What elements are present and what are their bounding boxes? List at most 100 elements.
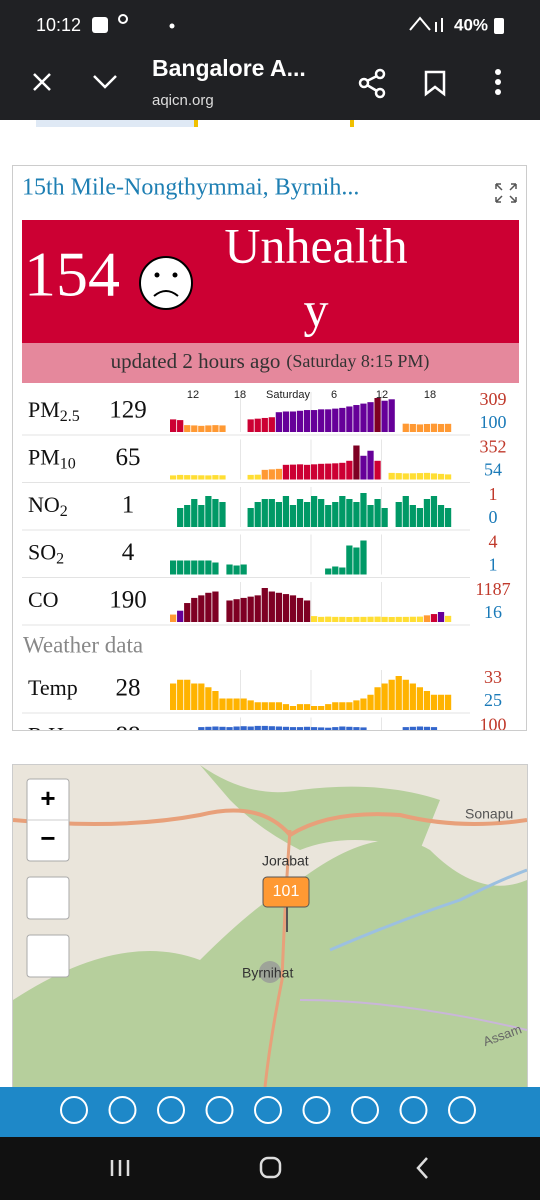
history-bar bbox=[303, 502, 311, 527]
close-button[interactable] bbox=[33, 73, 51, 91]
row-value: 190 bbox=[109, 587, 147, 614]
history-bar bbox=[430, 694, 438, 710]
toolbar-icon[interactable] bbox=[351, 1096, 379, 1124]
history-bar bbox=[184, 603, 191, 622]
row-name: NO bbox=[28, 492, 60, 517]
history-bar bbox=[205, 726, 212, 730]
toolbar-icon[interactable] bbox=[205, 1096, 234, 1124]
history-bar bbox=[416, 473, 423, 480]
history-bar bbox=[325, 463, 332, 480]
map-marker[interactable] bbox=[262, 876, 310, 908]
toolbar-icon[interactable] bbox=[60, 1096, 88, 1124]
history-bar bbox=[318, 409, 325, 432]
history-bar bbox=[296, 410, 304, 432]
history-bar bbox=[254, 595, 261, 622]
history-bar bbox=[268, 469, 275, 480]
row-subscript: 2 bbox=[60, 503, 68, 520]
history-bar bbox=[311, 464, 318, 480]
history-bar bbox=[388, 399, 395, 432]
history-bar bbox=[402, 679, 409, 710]
collapse-button[interactable] bbox=[93, 75, 117, 89]
history-bar bbox=[339, 462, 346, 480]
map[interactable]: Sonapu Jorabat Byrnihat Assam 101 + − bbox=[13, 765, 527, 1087]
row-max: 1 bbox=[489, 484, 498, 504]
history-bar bbox=[191, 560, 198, 575]
history-bar bbox=[205, 592, 212, 622]
history-bar bbox=[226, 600, 233, 622]
history-bar bbox=[212, 691, 219, 710]
history-bar bbox=[219, 425, 226, 432]
history-bar bbox=[332, 463, 339, 480]
history-bar bbox=[388, 472, 395, 480]
map-place: Sonapu bbox=[465, 806, 513, 822]
row-max: 100 bbox=[480, 715, 507, 735]
fullscreen-button[interactable] bbox=[26, 876, 70, 920]
toolbar-icon[interactable] bbox=[302, 1096, 331, 1124]
layers-button[interactable] bbox=[26, 934, 70, 978]
history-bar bbox=[402, 473, 409, 480]
history-bar bbox=[346, 406, 353, 432]
row-min: 0 bbox=[489, 507, 498, 527]
history-bar bbox=[381, 508, 388, 527]
menu-button[interactable] bbox=[495, 69, 501, 95]
history-bar bbox=[430, 496, 438, 527]
history-bar bbox=[177, 420, 184, 432]
history-bar bbox=[353, 727, 360, 730]
toolbar-icon[interactable] bbox=[108, 1096, 137, 1124]
history-bar bbox=[395, 676, 402, 710]
history-bar bbox=[332, 502, 339, 527]
history-bar bbox=[296, 597, 304, 622]
row-max: 4 bbox=[489, 532, 498, 552]
history-bar bbox=[205, 496, 212, 527]
history-bar bbox=[282, 464, 290, 480]
map-station-dot[interactable] bbox=[259, 961, 281, 983]
map-border bbox=[299, 999, 527, 1031]
history-bar bbox=[332, 727, 339, 730]
history-bar bbox=[303, 600, 311, 622]
row-subscript: 2 bbox=[56, 550, 64, 567]
row-min: 54 bbox=[484, 460, 502, 480]
history-bar bbox=[261, 702, 268, 710]
history-bar bbox=[247, 700, 254, 710]
expand-icon[interactable] bbox=[495, 183, 517, 203]
toolbar-icon[interactable] bbox=[157, 1096, 185, 1124]
history-bar bbox=[240, 564, 247, 575]
map-place: Byrnihat bbox=[242, 965, 293, 981]
history-bar bbox=[212, 475, 219, 480]
toolbar-icon[interactable] bbox=[399, 1096, 428, 1124]
history-bar bbox=[177, 679, 184, 710]
history-bar bbox=[430, 473, 438, 480]
bookmark-button[interactable] bbox=[424, 70, 446, 97]
back-button[interactable] bbox=[416, 1157, 428, 1179]
history-bar bbox=[346, 460, 353, 480]
history-bar bbox=[268, 591, 275, 622]
share-button[interactable] bbox=[358, 68, 386, 99]
history-bar bbox=[339, 496, 346, 527]
history-bar bbox=[226, 727, 233, 730]
history-bar bbox=[339, 616, 346, 622]
zoom-in[interactable]: + bbox=[40, 783, 55, 813]
history-bar bbox=[233, 599, 240, 622]
battery-level: 40% bbox=[454, 15, 488, 34]
history-bar bbox=[198, 475, 205, 480]
history-bar bbox=[240, 726, 247, 730]
row-label: Temp bbox=[28, 675, 78, 700]
toolbar-icon[interactable] bbox=[448, 1096, 476, 1124]
recents-button[interactable] bbox=[110, 1160, 130, 1176]
zoom-out[interactable]: − bbox=[40, 823, 55, 853]
toolbar-icon[interactable] bbox=[254, 1096, 282, 1124]
history-bar bbox=[254, 725, 261, 730]
history-bar bbox=[339, 702, 346, 710]
history-bar bbox=[416, 687, 423, 710]
time-label: 12 bbox=[187, 389, 199, 401]
strip-cell bbox=[350, 120, 354, 127]
station-name[interactable]: 15th Mile-Nongthymmai, Byrnih... bbox=[22, 175, 359, 201]
history-bar bbox=[303, 464, 311, 480]
home-button[interactable] bbox=[259, 1156, 282, 1179]
history-bar bbox=[198, 727, 205, 730]
history-bar bbox=[325, 409, 332, 432]
history-bar bbox=[430, 727, 438, 730]
history-bar bbox=[423, 423, 431, 432]
status-icon bbox=[92, 17, 108, 33]
